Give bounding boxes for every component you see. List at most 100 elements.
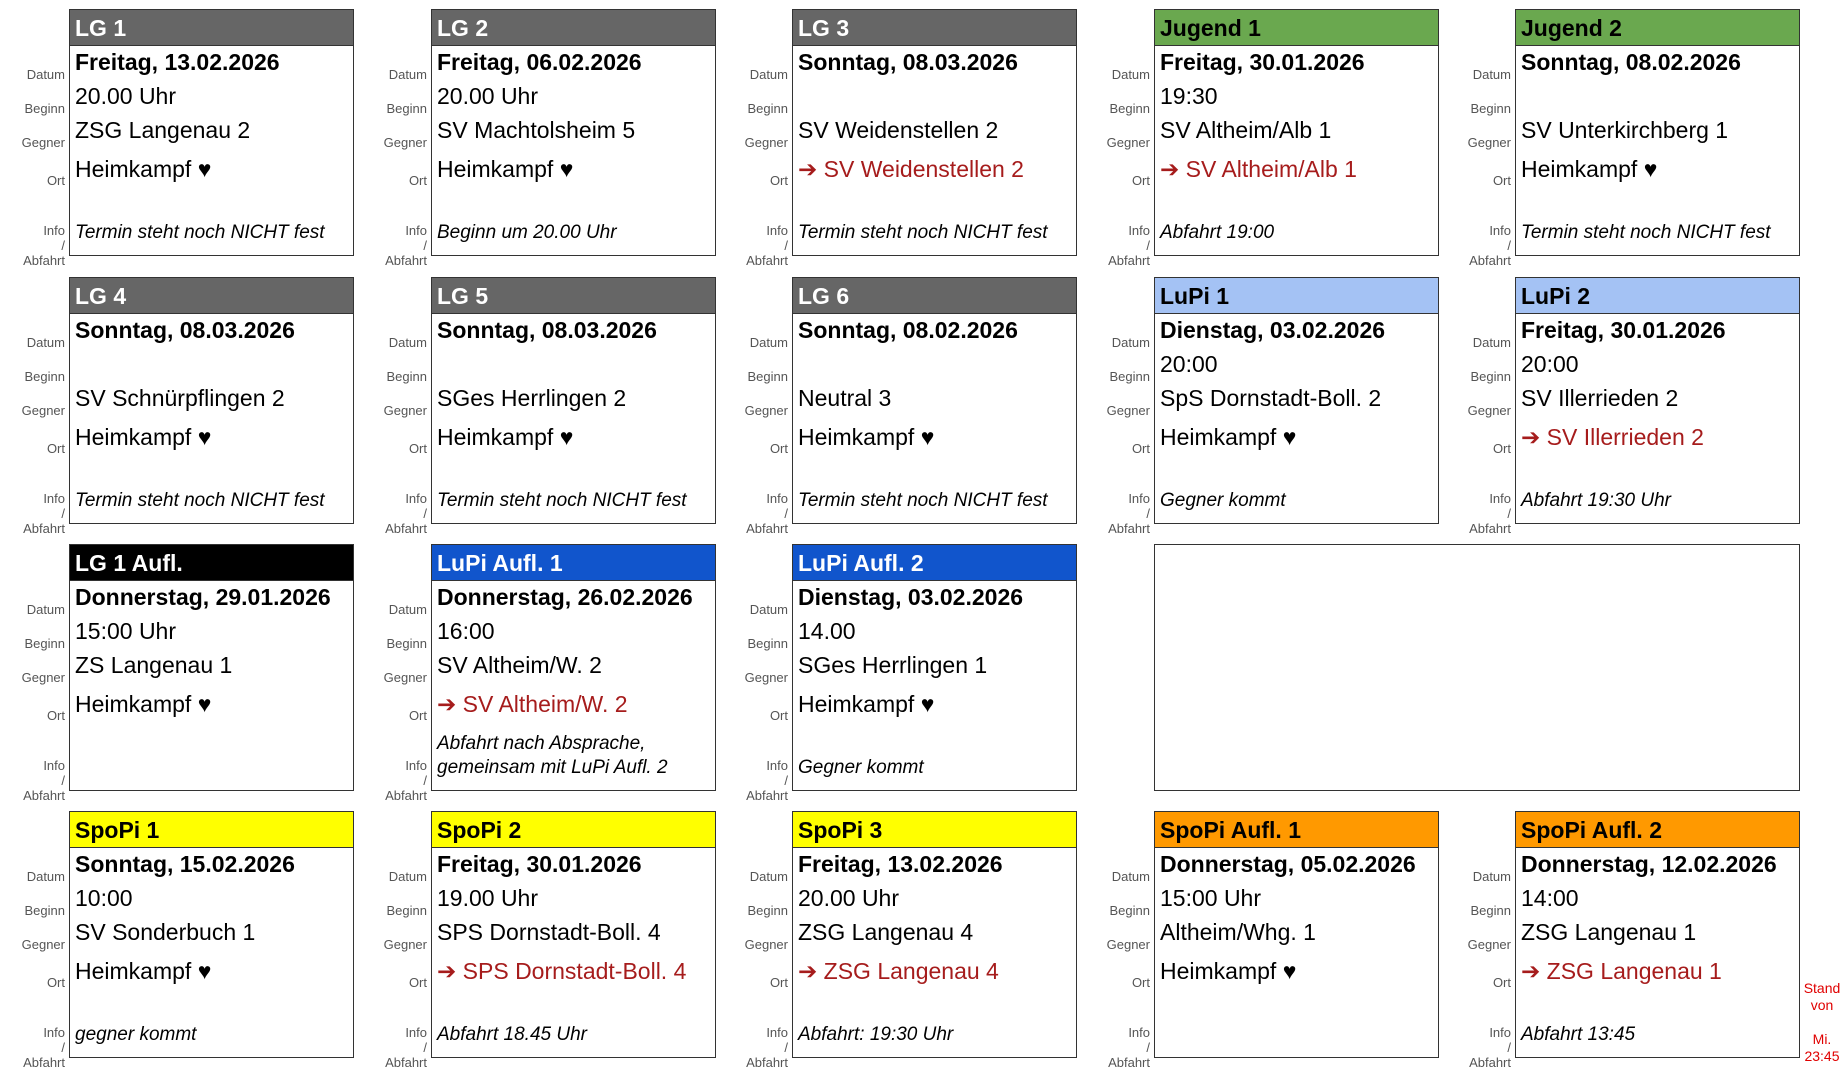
field-label: Beginn [24, 636, 65, 651]
card-header: SpoPi 3 [793, 812, 1076, 848]
card-header: LuPi Aufl. 2 [793, 545, 1076, 581]
datum-value: Donnerstag, 29.01.2026 [75, 584, 331, 610]
field-label: Gegner [21, 403, 65, 418]
ort-value: Heimkampf ♥ [798, 691, 935, 717]
gegner-value: SPS Dornstadt-Boll. 4 [437, 919, 661, 945]
card-header: LG 4 [70, 278, 353, 314]
card-header: LuPi 1 [1155, 278, 1438, 314]
card-header: Jugend 1 [1155, 10, 1438, 46]
field-label: Info / Abfahrt [746, 1025, 788, 1070]
field-label: Ort [46, 441, 65, 456]
datum-value: Freitag, 06.02.2026 [437, 49, 642, 75]
ort-value: Heimkampf ♥ [75, 424, 212, 450]
datum-value: Dienstag, 03.02.2026 [798, 584, 1024, 610]
card-header: SpoPi 2 [432, 812, 715, 848]
datum-value: Sonntag, 08.03.2026 [798, 49, 1018, 75]
beginn-value: 20:00 [1521, 351, 1579, 377]
field-label: Ort [1131, 173, 1150, 188]
card-header: LG 1 [70, 10, 353, 46]
info-value: gegner kommt [75, 1024, 197, 1045]
beginn-value: 19:30 [1160, 83, 1218, 109]
info-value: Abfahrt 13:45 [1521, 1024, 1636, 1045]
field-label: Ort [46, 173, 65, 188]
gegner-value: ZSG Langenau 1 [1521, 919, 1697, 945]
match-card: LG 6 Sonntag, 08.02.2026 Neutral 3 Heimkamp… [792, 277, 1077, 524]
field-label: Ort [408, 708, 427, 723]
field-label: Datum [1111, 67, 1150, 82]
beginn-value: 16:00 [437, 618, 495, 644]
card-header: LuPi 2 [1516, 278, 1799, 314]
empty-card [1154, 544, 1800, 791]
info-value: Termin steht noch NICHT fest [1521, 222, 1771, 243]
field-label: Ort [769, 441, 788, 456]
info-value: Termin steht noch NICHT fest [75, 490, 325, 511]
field-label: Datum [26, 67, 65, 82]
beginn-value: 15:00 Uhr [1160, 885, 1262, 911]
match-card: LuPi 1 Dienstag, 03.02.2026 20:00 SpS Dorns… [1154, 277, 1439, 524]
info-value: Termin steht noch NICHT fest [437, 490, 687, 511]
field-label: Datum [749, 869, 788, 884]
field-label: Beginn [1470, 101, 1511, 116]
field-label: Ort [1492, 173, 1511, 188]
ort-value: Heimkampf ♥ [75, 958, 212, 984]
field-label: Info / Abfahrt [746, 491, 788, 536]
datum-value: Sonntag, 08.03.2026 [75, 317, 295, 343]
field-label: Beginn [1470, 369, 1511, 384]
datum-value: Dienstag, 03.02.2026 [1160, 317, 1386, 343]
field-label: Datum [1472, 335, 1511, 350]
datum-value: Donnerstag, 26.02.2026 [437, 584, 693, 610]
field-label: Beginn [24, 369, 65, 384]
field-label: Beginn [386, 101, 427, 116]
ort-value: Heimkampf ♥ [798, 424, 935, 450]
ort-value: Heimkampf ♥ [1521, 156, 1658, 182]
field-label: Datum [388, 869, 427, 884]
field-label: Info / Abfahrt [1108, 1025, 1150, 1070]
field-label: Beginn [747, 101, 788, 116]
field-label: Gegner [744, 937, 788, 952]
field-label: Datum [1111, 869, 1150, 884]
field-label: Datum [749, 602, 788, 617]
datum-value: Donnerstag, 12.02.2026 [1521, 851, 1777, 877]
match-card: LG 3 Sonntag, 08.03.2026 SV Weidenstellen … [792, 9, 1077, 256]
field-label: Gegner [21, 670, 65, 685]
datum-value: Donnerstag, 05.02.2026 [1160, 851, 1416, 877]
match-card: Jugend 2 Sonntag, 08.02.2026 SV Unterkirch… [1515, 9, 1800, 256]
timestamp-line: von [1810, 997, 1834, 1013]
match-card: LG 2 Freitag, 06.02.2026 20.00 Uhr SV Macht… [431, 9, 716, 256]
field-label: Gegner [1467, 937, 1511, 952]
match-card: Jugend 1 Freitag, 30.01.2026 19:30 SV Althe… [1154, 9, 1439, 256]
field-label: Beginn [747, 903, 788, 918]
ort-value: ➔ SPS Dornstadt-Boll. 4 [437, 958, 687, 984]
gegner-value: SV Altheim/W. 2 [437, 652, 602, 678]
info-value: Gegner kommt [1160, 490, 1286, 511]
field-label: Gegner [383, 135, 427, 150]
field-label: Beginn [1109, 101, 1150, 116]
field-label: Beginn [24, 903, 65, 918]
match-card: LuPi Aufl. 2 Dienstag, 03.02.2026 14.00 SGe… [792, 544, 1077, 791]
field-label: Gegner [383, 937, 427, 952]
field-label: Beginn [747, 636, 788, 651]
info-value: Termin steht noch NICHT fest [798, 222, 1048, 243]
field-label: Info / Abfahrt [23, 1025, 65, 1070]
card-header: LG 6 [793, 278, 1076, 314]
info-value: Termin steht noch NICHT fest [75, 222, 325, 243]
beginn-value: 20:00 [1160, 351, 1218, 377]
field-label: Datum [26, 335, 65, 350]
field-label: Info / Abfahrt [1469, 1025, 1511, 1070]
field-label: Datum [1472, 67, 1511, 82]
match-card: SpoPi 2 Freitag, 30.01.2026 19.00 Uhr SPS D… [431, 811, 716, 1058]
match-card: LG 4 Sonntag, 08.03.2026 SV Schnürpflingen… [69, 277, 354, 524]
ort-value: ➔ SV Weidenstellen 2 [798, 156, 1024, 182]
field-label: Gegner [1106, 403, 1150, 418]
gegner-value: SV Altheim/Alb 1 [1160, 117, 1332, 143]
beginn-value: 10:00 [75, 885, 133, 911]
match-card: LuPi 2 Freitag, 30.01.2026 20:00 SV Illerri… [1515, 277, 1800, 524]
field-label: Info / Abfahrt [1469, 491, 1511, 536]
field-label: Beginn [1470, 903, 1511, 918]
card-header: SpoPi Aufl. 2 [1516, 812, 1799, 848]
field-label: Gegner [744, 670, 788, 685]
timestamp-line: Mi. [1812, 1031, 1832, 1047]
gegner-value: SGes Herrlingen 1 [798, 652, 988, 678]
field-label: Info / Abfahrt [746, 758, 788, 803]
